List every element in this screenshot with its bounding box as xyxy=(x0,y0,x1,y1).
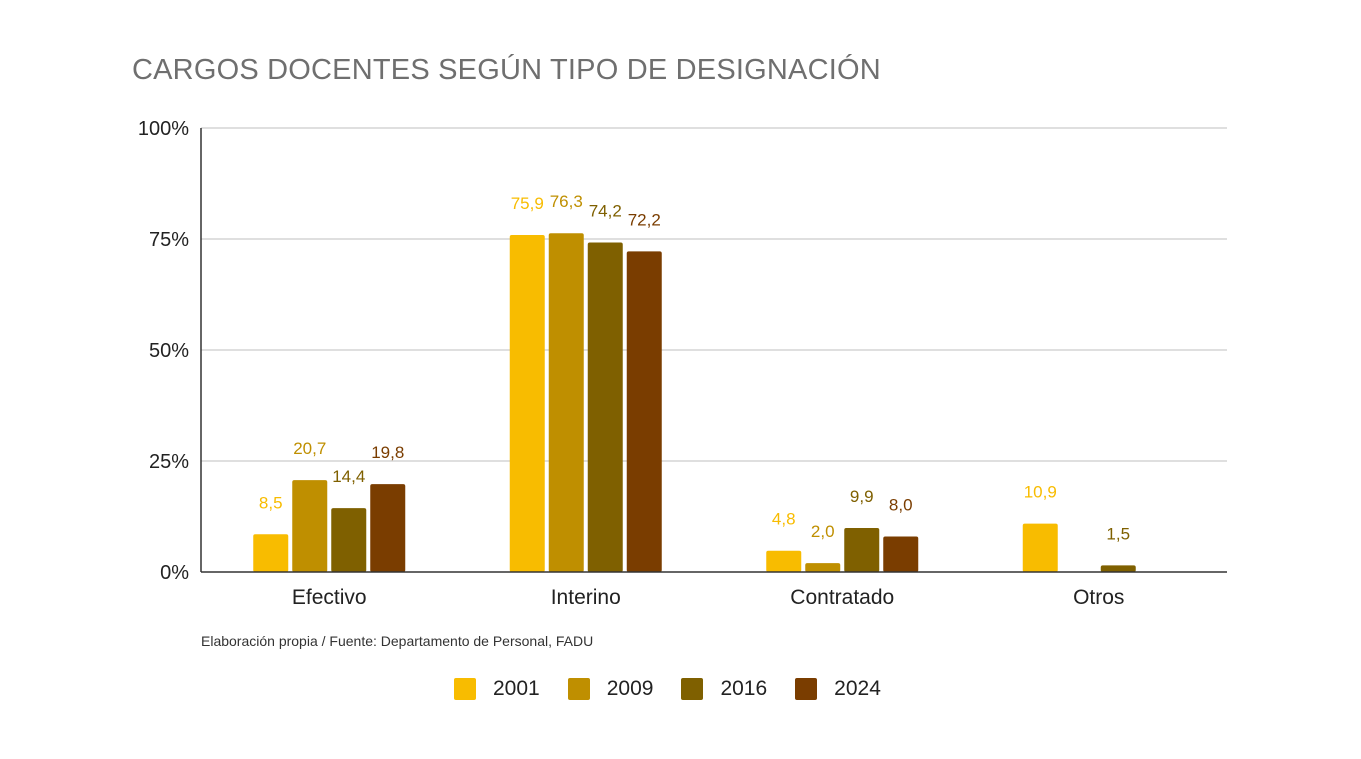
x-tick-label: Interino xyxy=(551,586,621,609)
legend-swatch xyxy=(454,678,476,700)
data-label: 19,8 xyxy=(371,443,404,462)
data-labels: 8,5 20,7 14,4 19,8 75,9 76,3 74,2 72,2 4,8 2,0 9,9… xyxy=(259,192,1130,543)
axes xyxy=(200,128,1227,573)
data-label: 8,0 xyxy=(889,495,913,514)
bar-chart: 0% 25% 50% 75% 100% 8,5 20,7 14,4 19,8 75,9 76,3 7… xyxy=(138,118,1227,609)
bar-2001-interino xyxy=(509,235,545,572)
y-axis-ticks: 0% 25% 50% 75% 100% xyxy=(138,118,189,584)
bar-2009-contratado xyxy=(805,563,841,572)
y-tick-label: 75% xyxy=(149,229,189,251)
bar-2016-contratado xyxy=(844,528,880,572)
legend-item: 2009 xyxy=(567,677,654,701)
bar-2024-interino xyxy=(626,251,662,572)
bar-2001-efectivo xyxy=(253,534,289,572)
gridlines xyxy=(201,127,1227,462)
chart-title: CARGOS DOCENTES SEGÚN TIPO DE DESIGNACIÓ… xyxy=(132,54,881,86)
bar-2024-efectivo xyxy=(370,484,406,572)
bar-2016-efectivo xyxy=(331,508,367,572)
legend-label: 2024 xyxy=(834,677,881,700)
bar-2016-otros xyxy=(1100,565,1136,572)
y-tick-label: 50% xyxy=(149,340,189,362)
data-label: 8,5 xyxy=(259,493,283,512)
bar-2001-contratado xyxy=(766,550,802,572)
legend-swatch xyxy=(681,678,704,700)
data-label: 1,5 xyxy=(1106,524,1130,543)
legend-item: 2001 xyxy=(454,677,540,701)
data-label: 4,8 xyxy=(772,510,796,529)
bar-2009-efectivo xyxy=(292,480,328,572)
legend-swatch xyxy=(567,678,590,700)
bar-2016-interino xyxy=(587,242,623,572)
y-tick-label: 100% xyxy=(138,118,189,140)
data-label: 20,7 xyxy=(293,439,326,458)
legend-item: 2016 xyxy=(681,677,767,701)
data-label: 9,9 xyxy=(850,487,874,506)
legend-label: 2001 xyxy=(493,677,540,700)
legend-item: 2024 xyxy=(795,677,881,701)
source-note: Elaboración propia / Fuente: Departament… xyxy=(201,633,594,649)
legend: 2001 2009 2016 2024 xyxy=(454,677,909,701)
legend-swatch xyxy=(795,678,818,700)
legend-label: 2016 xyxy=(720,677,768,700)
data-label: 75,9 xyxy=(511,194,544,213)
y-tick-label: 25% xyxy=(149,451,189,473)
x-axis-ticks: Efectivo Interino Contratado Otros xyxy=(292,586,1125,609)
data-label: 74,2 xyxy=(589,202,622,221)
x-tick-label: Efectivo xyxy=(292,586,367,609)
legend-label: 2009 xyxy=(606,677,654,700)
data-label: 72,2 xyxy=(628,210,661,229)
data-label: 10,9 xyxy=(1024,483,1057,502)
x-tick-label: Otros xyxy=(1073,586,1124,609)
bars xyxy=(253,233,1136,572)
data-label: 76,3 xyxy=(550,192,583,211)
data-label: 2,0 xyxy=(811,522,835,541)
bar-2001-otros xyxy=(1022,523,1058,572)
bar-2009-interino xyxy=(548,233,584,572)
bar-2024-contratado xyxy=(883,536,919,572)
y-tick-label: 0% xyxy=(160,562,189,584)
x-tick-label: Contratado xyxy=(790,586,894,609)
data-label: 14,4 xyxy=(332,467,365,486)
